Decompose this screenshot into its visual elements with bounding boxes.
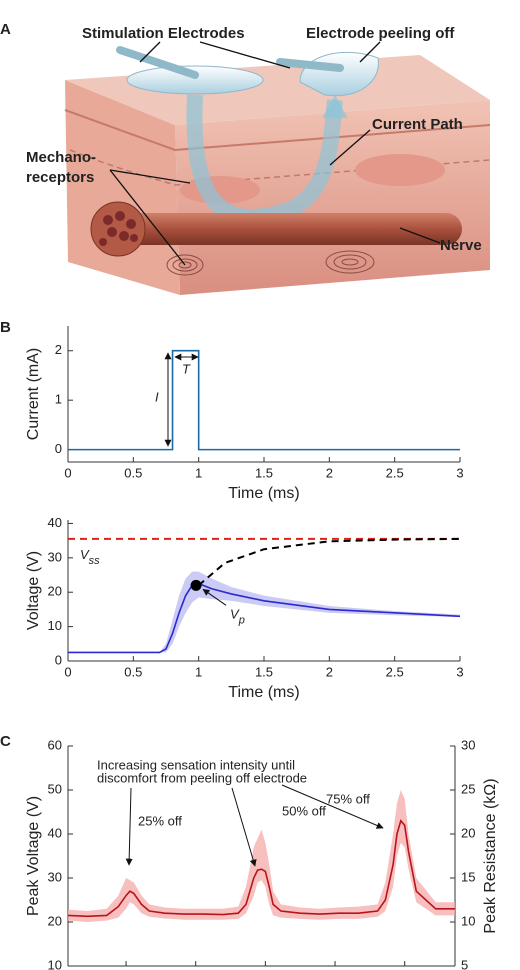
annotation: I xyxy=(155,389,159,404)
tissue-side xyxy=(175,100,490,295)
series-line xyxy=(67,819,455,918)
y2-tick-label: 20 xyxy=(461,825,475,840)
y-axis-label: Current (mA) xyxy=(25,348,42,440)
label: Mechano- xyxy=(26,149,96,166)
y2-tick-label: 30 xyxy=(461,737,475,752)
label: Current Path xyxy=(372,116,463,133)
band xyxy=(68,571,460,653)
label: Vss xyxy=(80,547,100,566)
y2-tick-label: 5 xyxy=(461,957,468,970)
y2-axis-label: Peak Resistance (kΩ) xyxy=(482,778,499,933)
series-line xyxy=(198,537,461,587)
annotation: 75% off xyxy=(326,791,370,806)
electrode-wire xyxy=(276,58,344,72)
x-tick-label: 0 xyxy=(64,465,71,480)
label: Stimulation Electrodes xyxy=(82,25,245,42)
y-tick-label: 40 xyxy=(48,515,62,530)
nerve-end xyxy=(90,201,146,257)
label-main: V xyxy=(80,547,90,562)
panel-label: A xyxy=(0,21,11,38)
label: Vp xyxy=(230,607,245,626)
x-tick-label: 3 xyxy=(456,664,463,679)
leader-lines xyxy=(109,41,441,266)
y-tick-label: 0 xyxy=(55,652,62,667)
series-line xyxy=(68,349,460,451)
x-tick-label: 1.5 xyxy=(255,664,273,679)
label-sub: p xyxy=(238,614,245,626)
y-tick-label: 0 xyxy=(55,441,62,456)
y2-tick-label: 25 xyxy=(461,781,475,796)
label-main: V xyxy=(230,607,240,622)
skin-layer xyxy=(64,109,491,152)
y-tick-label: 30 xyxy=(48,549,62,564)
arrow xyxy=(281,784,384,829)
series-line xyxy=(68,582,461,654)
annotation: discomfort from peeling off electrode xyxy=(97,770,307,785)
band xyxy=(68,790,455,922)
nerve-fibers xyxy=(99,211,138,246)
x-tick-label: 2.5 xyxy=(386,664,404,679)
y-tick-label: 60 xyxy=(48,737,62,752)
y-tick-label: 30 xyxy=(48,869,62,884)
label: Electrode peeling off xyxy=(306,25,455,42)
y-tick-label: 10 xyxy=(48,957,62,970)
annotation: 25% off xyxy=(138,813,182,828)
y-tick-label: 1 xyxy=(55,392,62,407)
x-tick-label: 0 xyxy=(64,664,71,679)
y-axis-label: Voltage (V) xyxy=(25,551,42,630)
y-tick-label: 50 xyxy=(48,781,62,796)
arrow xyxy=(202,588,227,606)
label: receptors xyxy=(26,169,94,186)
y2-tick-label: 15 xyxy=(461,869,475,884)
arrow xyxy=(125,787,133,866)
nerve xyxy=(110,213,462,245)
illustration xyxy=(64,41,491,295)
x-tick-label: 3 xyxy=(456,465,463,480)
x-tick-label: 2 xyxy=(326,465,333,480)
x-tick-label: 1 xyxy=(195,664,202,679)
annotation: Increasing sensation intensity until xyxy=(97,757,295,772)
panel-label: B xyxy=(0,319,11,336)
tissue-top xyxy=(65,55,490,125)
y-tick-label: 20 xyxy=(48,913,62,928)
electrode-wire xyxy=(116,46,199,79)
x-tick-label: 2.5 xyxy=(386,465,404,480)
y-tick-label: 20 xyxy=(48,584,62,599)
label: Nerve xyxy=(440,237,482,254)
corpuscles xyxy=(166,250,375,276)
y-tick-label: 2 xyxy=(55,342,62,357)
y-tick-label: 40 xyxy=(48,825,62,840)
y-axis-label: Peak Voltage (V) xyxy=(25,796,42,916)
y-tick-label: 10 xyxy=(48,618,62,633)
point xyxy=(190,579,202,591)
y2-tick-label: 10 xyxy=(461,913,475,928)
panel-label: C xyxy=(0,733,11,750)
annotation: T xyxy=(182,361,191,376)
x-tick-label: 1 xyxy=(195,465,202,480)
x-axis-label: Time (ms) xyxy=(228,684,299,701)
receptor xyxy=(355,154,445,186)
arrow xyxy=(231,787,257,867)
label-sub: ss xyxy=(89,555,101,567)
dermis-layer xyxy=(69,149,491,186)
annotation: 50% off xyxy=(282,803,326,818)
x-tick-label: 1.5 xyxy=(255,465,273,480)
current-arrow xyxy=(322,95,348,118)
x-axis-label: Time (ms) xyxy=(228,485,299,502)
x-tick-label: 0.5 xyxy=(124,465,142,480)
x-tick-label: 2 xyxy=(326,664,333,679)
x-tick-label: 0.5 xyxy=(124,664,142,679)
electrode xyxy=(126,65,264,95)
